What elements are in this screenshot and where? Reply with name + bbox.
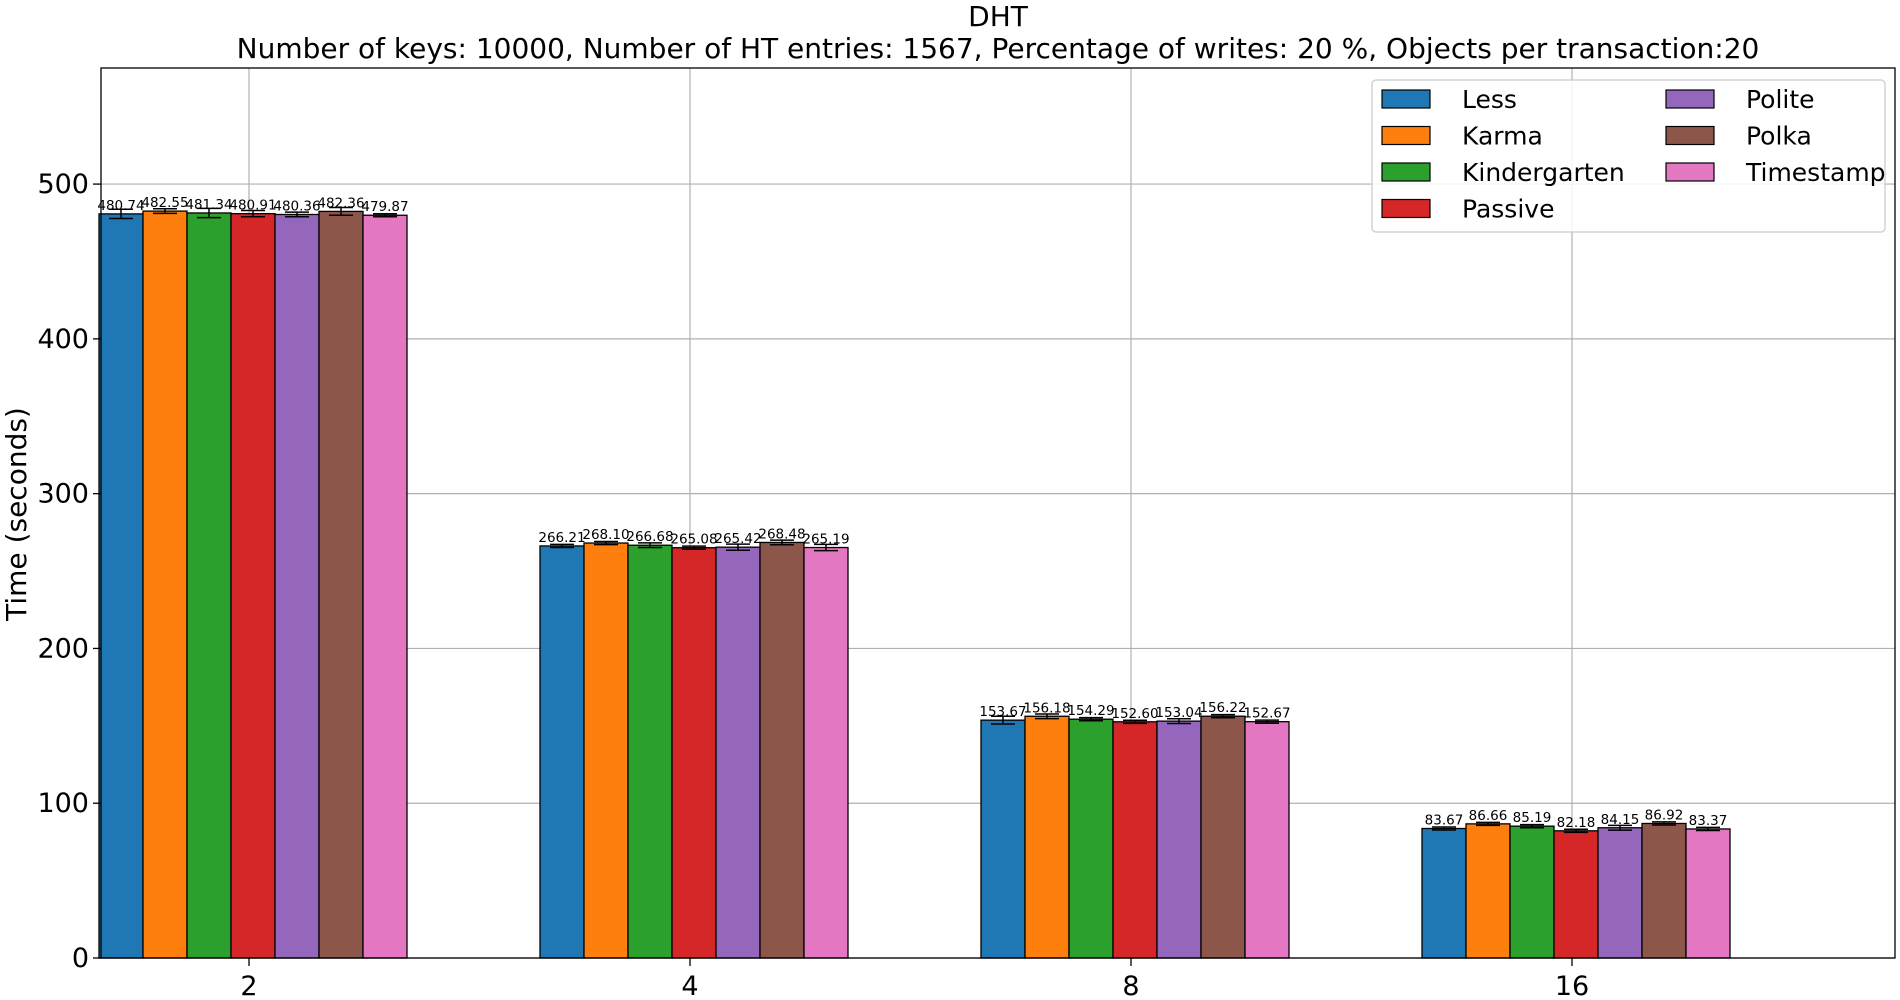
x-tick-label: 4 xyxy=(681,971,698,1000)
bar xyxy=(759,541,805,959)
data-label: 265.08 xyxy=(670,532,717,548)
legend-label: Passive xyxy=(1462,195,1554,224)
bar xyxy=(186,212,232,959)
bar xyxy=(1685,828,1731,959)
y-tick-label: 100 xyxy=(37,788,89,819)
bar xyxy=(1421,827,1467,959)
legend: Less Karma Kindergarten Passive Polite Polka T… xyxy=(1371,79,1886,233)
data-label: 86.66 xyxy=(1469,808,1508,824)
bar xyxy=(803,546,849,959)
data-label: 480.91 xyxy=(229,198,276,214)
bar xyxy=(980,719,1026,959)
data-label: 153.67 xyxy=(979,704,1026,720)
legend-label: Less xyxy=(1462,85,1517,114)
x-tick-label: 8 xyxy=(1122,971,1139,1000)
legend-swatch xyxy=(1381,162,1431,182)
bar xyxy=(230,212,276,959)
data-label: 156.18 xyxy=(1023,700,1070,716)
bar xyxy=(1112,721,1158,959)
data-label: 482.55 xyxy=(141,195,188,211)
data-label: 83.37 xyxy=(1689,813,1728,829)
legend-box xyxy=(1371,79,1886,233)
bar xyxy=(715,546,761,959)
bar xyxy=(1641,822,1687,959)
chart-title: DHT xyxy=(968,0,1029,33)
bar xyxy=(142,210,188,959)
legend-swatch xyxy=(1665,162,1715,182)
legend-swatch xyxy=(1665,125,1715,146)
bar xyxy=(362,214,408,959)
error-bars xyxy=(109,206,1720,834)
data-label: 480.36 xyxy=(273,198,320,214)
axis-ticks: 0 100 200 300 400 500 2 4 8 16 xyxy=(37,169,1589,1000)
legend-swatch xyxy=(1381,89,1431,109)
data-label: 84.15 xyxy=(1601,812,1640,828)
y-tick-label: 0 xyxy=(72,943,89,974)
legend-label: Timestamp xyxy=(1745,158,1886,187)
x-tick-label: 2 xyxy=(240,971,257,1000)
bar xyxy=(539,545,585,959)
data-label: 152.67 xyxy=(1243,706,1290,722)
bar xyxy=(1244,721,1290,959)
bar xyxy=(671,547,717,959)
bar xyxy=(1024,715,1070,959)
legend-label: Polka xyxy=(1746,122,1812,151)
data-label: 268.48 xyxy=(758,526,805,542)
bar xyxy=(318,210,364,959)
bar xyxy=(1465,823,1511,959)
x-tick-label: 16 xyxy=(1555,971,1589,1000)
data-label: 481.34 xyxy=(185,197,232,213)
bar xyxy=(1509,825,1555,959)
y-tick-label: 500 xyxy=(37,169,89,200)
bar xyxy=(1156,720,1202,959)
chart-subtitle: Number of keys: 10000, Number of HT entr… xyxy=(237,32,1760,65)
legend-swatch xyxy=(1665,89,1715,109)
data-label: 154.29 xyxy=(1067,703,1114,719)
data-label: 156.22 xyxy=(1199,700,1246,716)
bar xyxy=(1200,715,1246,959)
bar xyxy=(1068,718,1114,959)
data-label: 82.18 xyxy=(1557,815,1596,831)
legend-label: Polite xyxy=(1746,85,1815,114)
bar xyxy=(627,544,673,959)
data-label: 482.36 xyxy=(317,195,364,211)
y-tick-label: 400 xyxy=(37,324,89,355)
bar xyxy=(1553,830,1599,959)
bar xyxy=(98,213,144,959)
bar xyxy=(274,213,320,959)
legend-label: Karma xyxy=(1462,122,1543,151)
y-tick-label: 200 xyxy=(37,633,89,664)
legend-swatch xyxy=(1381,125,1431,146)
data-label: 266.21 xyxy=(538,530,585,546)
bars xyxy=(98,210,1731,959)
y-axis-label: Time (seconds) xyxy=(0,407,33,622)
data-label: 86.92 xyxy=(1645,807,1684,823)
bar xyxy=(583,542,629,959)
data-labels: 480.74482.55481.34480.91480.36482.36479.… xyxy=(97,195,1727,831)
plot-frame xyxy=(100,67,1896,959)
bar xyxy=(1597,827,1643,959)
y-tick-label: 300 xyxy=(37,479,89,510)
data-label: 479.87 xyxy=(361,199,408,215)
data-label: 265.42 xyxy=(714,531,761,547)
legend-swatch xyxy=(1381,198,1431,219)
data-label: 152.60 xyxy=(1111,706,1158,722)
data-label: 85.19 xyxy=(1513,810,1552,826)
data-label: 83.67 xyxy=(1425,812,1464,828)
data-label: 268.10 xyxy=(582,527,629,543)
data-label: 265.19 xyxy=(802,532,849,548)
data-label: 480.74 xyxy=(97,198,144,214)
legend-label: Kindergarten xyxy=(1462,158,1625,187)
data-label: 153.04 xyxy=(1155,705,1202,721)
data-label: 266.68 xyxy=(626,529,673,545)
